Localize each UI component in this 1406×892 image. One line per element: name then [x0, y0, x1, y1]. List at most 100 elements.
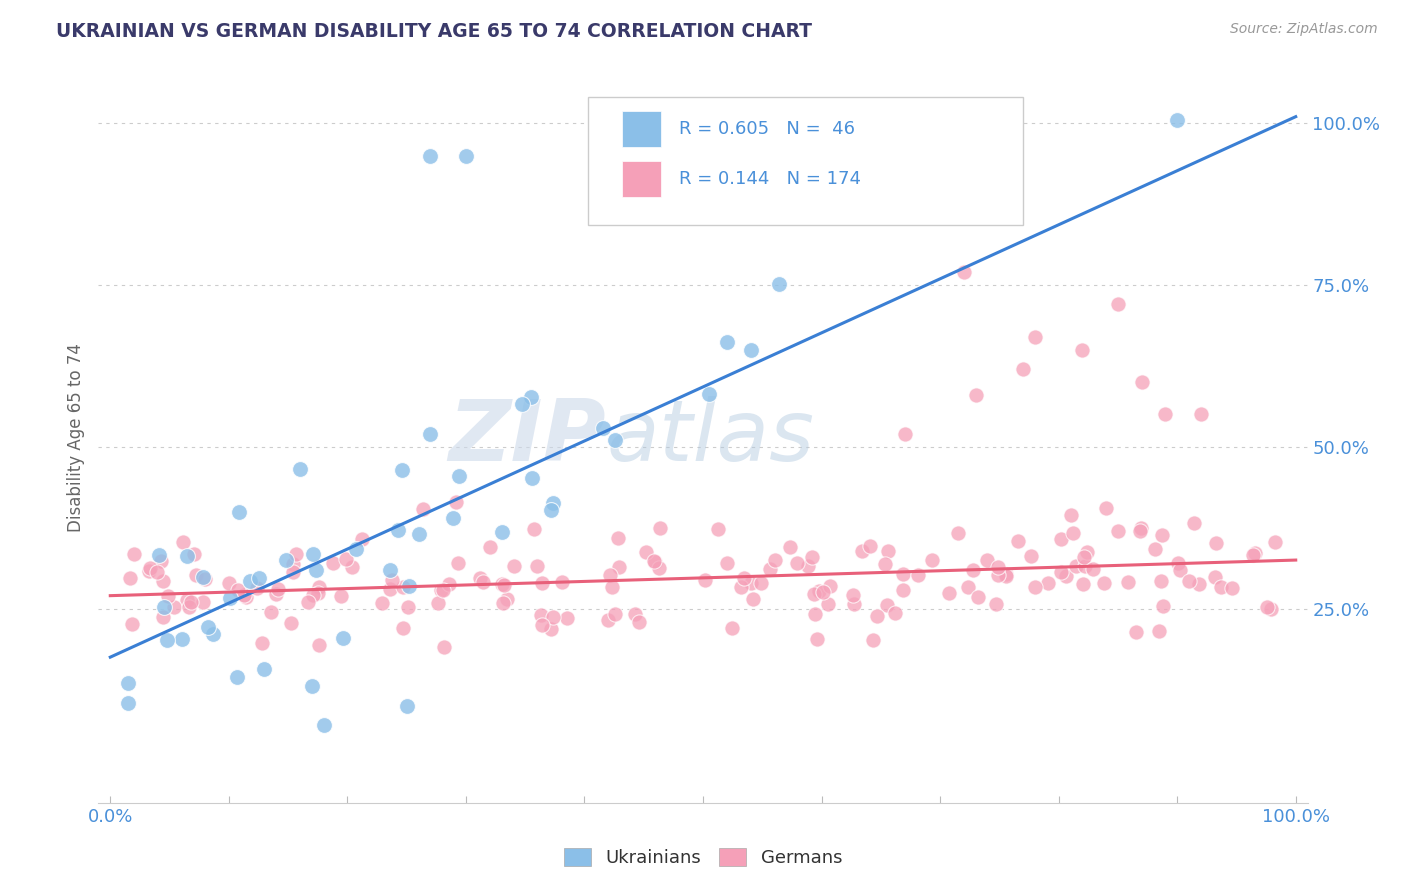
- Point: [962, 563, 984, 577]
- Point: [1205, 535, 1227, 549]
- Point: [479, 540, 502, 554]
- Point: [408, 526, 430, 541]
- Point: [946, 525, 969, 540]
- Point: [329, 590, 352, 604]
- Bar: [621, 111, 661, 147]
- Point: [1064, 558, 1087, 573]
- Point: [779, 540, 801, 554]
- Point: [1092, 576, 1115, 591]
- Point: [1024, 330, 1046, 344]
- Point: [491, 525, 513, 540]
- Point: [1073, 549, 1095, 564]
- Point: [1166, 112, 1188, 127]
- Point: [447, 556, 470, 570]
- Point: [412, 502, 434, 516]
- Point: [813, 585, 835, 599]
- Point: [1049, 532, 1071, 546]
- Point: [976, 553, 998, 567]
- Point: [322, 556, 344, 570]
- Point: [842, 598, 865, 612]
- Point: [253, 662, 276, 676]
- Point: [239, 574, 262, 588]
- Point: [395, 698, 418, 713]
- Point: [302, 588, 325, 602]
- Point: [1260, 601, 1282, 615]
- Point: [526, 558, 548, 573]
- Point: [1220, 582, 1243, 596]
- Point: [117, 697, 139, 711]
- Point: [156, 632, 179, 647]
- Point: [921, 553, 943, 567]
- Point: [245, 581, 267, 595]
- Point: [1241, 548, 1264, 562]
- Point: [380, 563, 402, 577]
- Point: [599, 568, 621, 582]
- Point: [555, 611, 578, 625]
- Point: [264, 587, 287, 601]
- Point: [520, 471, 543, 485]
- Point: [381, 573, 404, 587]
- Point: [120, 571, 142, 585]
- Point: [419, 148, 441, 162]
- Point: [605, 607, 627, 622]
- Point: [454, 148, 477, 162]
- Point: [600, 580, 623, 594]
- Point: [297, 595, 319, 609]
- Point: [603, 433, 626, 447]
- Point: [1036, 575, 1059, 590]
- Point: [643, 554, 665, 568]
- Point: [432, 582, 454, 597]
- Point: [433, 640, 456, 655]
- Point: [995, 568, 1018, 582]
- Point: [987, 567, 1010, 582]
- Point: [429, 582, 451, 597]
- Point: [820, 579, 842, 593]
- Point: [176, 549, 198, 563]
- Point: [280, 615, 302, 630]
- Point: [1071, 343, 1094, 357]
- Y-axis label: Disability Age 65 to 74: Disability Age 65 to 74: [66, 343, 84, 532]
- Point: [540, 622, 562, 636]
- Point: [749, 575, 772, 590]
- Point: [803, 607, 825, 621]
- Point: [1178, 574, 1201, 588]
- Point: [650, 521, 672, 535]
- Point: [952, 265, 974, 279]
- Point: [763, 553, 786, 567]
- Point: [758, 562, 780, 576]
- Point: [312, 718, 335, 732]
- Point: [308, 580, 330, 594]
- Point: [290, 461, 312, 475]
- Point: [733, 570, 755, 584]
- Point: [396, 599, 419, 614]
- Point: [740, 576, 762, 591]
- Point: [1130, 375, 1153, 389]
- Point: [193, 569, 215, 583]
- Point: [965, 388, 987, 402]
- Point: [876, 599, 898, 613]
- Point: [281, 565, 304, 579]
- Point: [1076, 545, 1098, 559]
- Text: R = 0.144   N = 174: R = 0.144 N = 174: [679, 170, 860, 188]
- Point: [1060, 508, 1083, 522]
- Point: [191, 595, 214, 609]
- Point: [1062, 525, 1084, 540]
- Point: [281, 557, 304, 571]
- Point: [1012, 362, 1035, 376]
- Point: [228, 505, 250, 519]
- Point: [607, 531, 630, 545]
- Point: [247, 571, 270, 585]
- Point: [444, 495, 467, 509]
- Point: [1071, 576, 1094, 591]
- Point: [492, 596, 515, 610]
- Point: [232, 588, 254, 602]
- Point: [392, 621, 415, 635]
- Text: Source: ZipAtlas.com: Source: ZipAtlas.com: [1230, 22, 1378, 37]
- Point: [648, 561, 671, 575]
- Point: [378, 582, 401, 596]
- Text: UKRAINIAN VS GERMAN DISABILITY AGE 65 TO 74 CORRELATION CHART: UKRAINIAN VS GERMAN DISABILITY AGE 65 TO…: [56, 22, 813, 41]
- Point: [520, 391, 543, 405]
- Point: [592, 421, 614, 435]
- Point: [1054, 568, 1077, 582]
- Point: [419, 427, 441, 442]
